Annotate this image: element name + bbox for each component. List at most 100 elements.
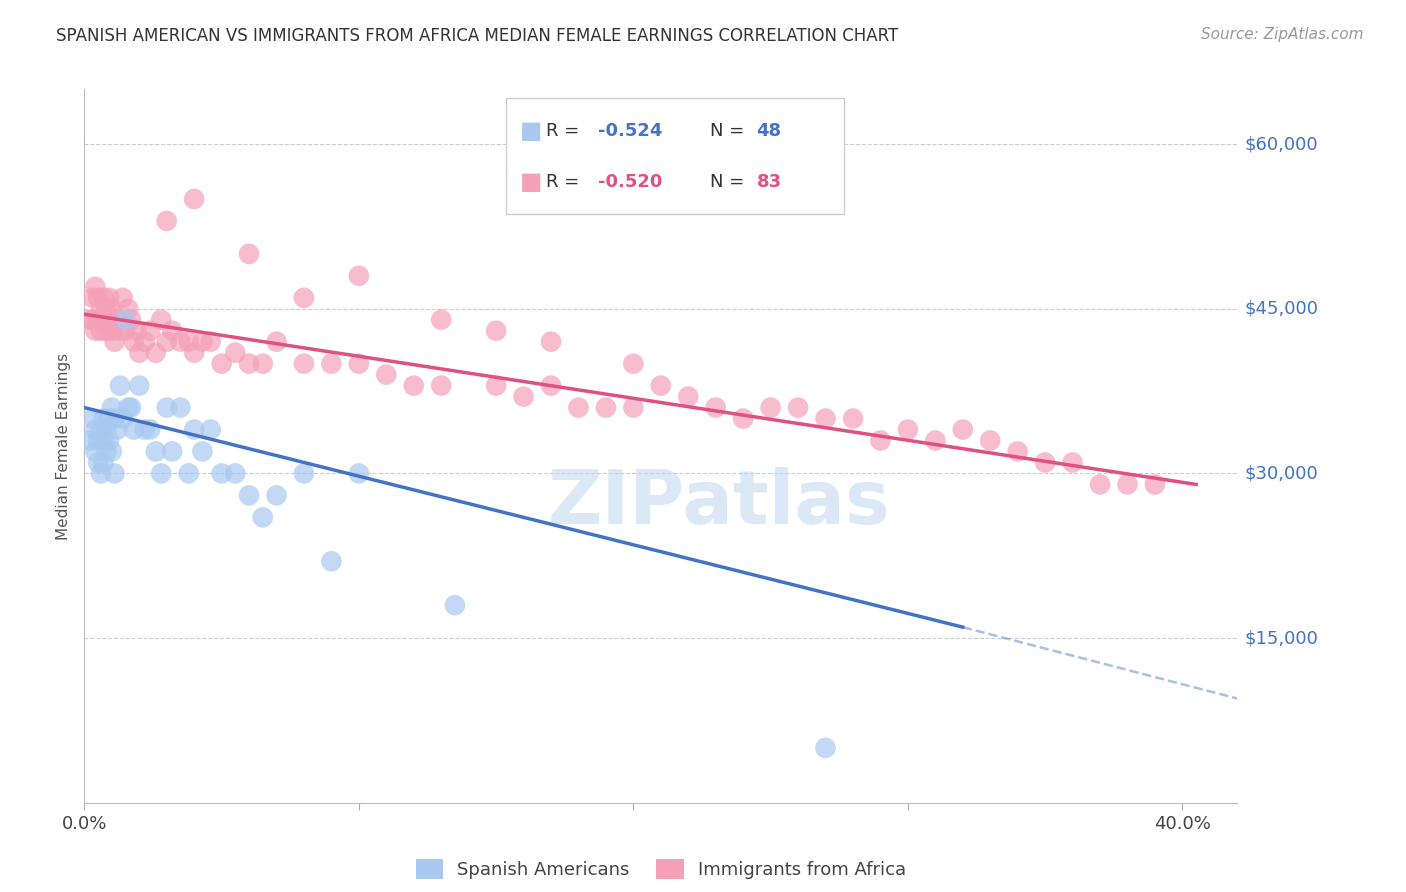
Point: [90, 423, 112, 437]
Point: [79, 434, 101, 448]
Point: [150, 467, 173, 481]
Text: ■: ■: [520, 119, 543, 143]
Point: [1116, 477, 1139, 491]
Point: [924, 434, 946, 448]
Point: [292, 357, 315, 371]
Point: [108, 324, 131, 338]
Point: [105, 423, 128, 437]
Point: [84, 444, 107, 458]
Point: [1143, 477, 1166, 491]
Point: [128, 378, 150, 392]
Point: [224, 345, 246, 359]
Point: [101, 324, 124, 338]
Text: $45,000: $45,000: [1244, 300, 1319, 318]
Legend: Spanish Americans, Immigrants from Africa: Spanish Americans, Immigrants from Afric…: [408, 852, 914, 887]
Point: [90, 324, 112, 338]
Point: [842, 411, 865, 425]
Point: [485, 324, 508, 338]
Point: [111, 411, 134, 425]
Text: 48: 48: [756, 121, 782, 139]
Point: [347, 467, 370, 481]
Text: 83: 83: [756, 173, 782, 191]
Point: [134, 334, 156, 349]
Point: [120, 401, 142, 415]
Point: [238, 357, 260, 371]
Point: [183, 192, 205, 206]
Point: [1088, 477, 1111, 491]
Text: $15,000: $15,000: [1244, 629, 1319, 647]
Point: [787, 401, 810, 415]
Point: [321, 554, 343, 568]
Point: [238, 488, 260, 502]
Y-axis label: Median Female Earnings: Median Female Earnings: [56, 352, 72, 540]
Point: [93, 411, 115, 425]
Point: [125, 324, 148, 338]
Point: [191, 334, 214, 349]
Point: [96, 301, 118, 316]
Point: [111, 291, 134, 305]
Point: [321, 357, 343, 371]
Text: ■: ■: [520, 169, 543, 194]
Point: [93, 455, 115, 469]
Point: [96, 423, 118, 437]
Point: [156, 401, 179, 415]
Point: [252, 510, 274, 524]
Point: [292, 291, 315, 305]
Point: [87, 434, 110, 448]
Point: [169, 334, 191, 349]
Point: [567, 401, 589, 415]
Text: $60,000: $60,000: [1244, 135, 1317, 153]
Point: [90, 467, 112, 481]
Point: [402, 378, 425, 392]
Point: [621, 401, 644, 415]
Text: R =: R =: [546, 173, 585, 191]
Point: [128, 345, 150, 359]
Point: [177, 467, 200, 481]
Point: [169, 401, 191, 415]
Point: [177, 334, 200, 349]
Point: [122, 334, 145, 349]
Point: [96, 444, 118, 458]
Point: [512, 390, 534, 404]
Point: [200, 423, 222, 437]
Point: [114, 324, 136, 338]
Point: [120, 312, 142, 326]
Text: SPANISH AMERICAN VS IMMIGRANTS FROM AFRICA MEDIAN FEMALE EARNINGS CORRELATION CH: SPANISH AMERICAN VS IMMIGRANTS FROM AFRI…: [56, 27, 898, 45]
Point: [87, 312, 110, 326]
Text: Source: ZipAtlas.com: Source: ZipAtlas.com: [1201, 27, 1364, 42]
Point: [98, 291, 121, 305]
Point: [84, 280, 107, 294]
Point: [621, 357, 644, 371]
Text: -0.520: -0.520: [598, 173, 662, 191]
Point: [1007, 444, 1029, 458]
Point: [105, 312, 128, 326]
Point: [266, 334, 288, 349]
Point: [101, 444, 124, 458]
Point: [183, 345, 205, 359]
Point: [292, 467, 315, 481]
Point: [122, 423, 145, 437]
Text: R =: R =: [546, 121, 585, 139]
Point: [108, 378, 131, 392]
Point: [150, 312, 173, 326]
Point: [93, 312, 115, 326]
Point: [704, 401, 727, 415]
Point: [103, 334, 125, 349]
Point: [84, 423, 107, 437]
Point: [117, 301, 139, 316]
Text: $30,000: $30,000: [1244, 465, 1317, 483]
Point: [191, 444, 214, 458]
Point: [375, 368, 398, 382]
Point: [979, 434, 1001, 448]
Point: [650, 378, 672, 392]
Point: [1062, 455, 1084, 469]
Text: -0.524: -0.524: [598, 121, 662, 139]
Point: [145, 444, 167, 458]
Point: [98, 411, 121, 425]
Text: ZIPatlas: ZIPatlas: [547, 467, 890, 540]
Point: [87, 455, 110, 469]
Point: [139, 324, 162, 338]
Point: [595, 401, 617, 415]
Point: [211, 357, 233, 371]
Point: [211, 467, 233, 481]
